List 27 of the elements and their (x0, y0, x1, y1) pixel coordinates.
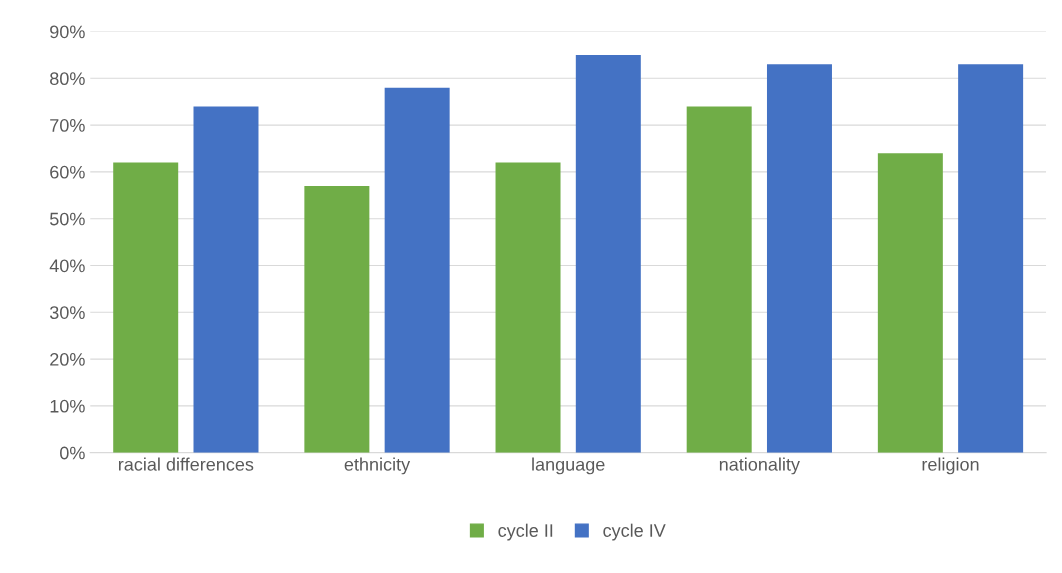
legend-label: cycle II (498, 523, 553, 541)
y-tick-label: 0% (60, 446, 85, 460)
x-tick-label: language (532, 457, 605, 475)
y-tick-label: 80% (50, 72, 85, 86)
y-tick-label: 90% (50, 25, 85, 39)
bar (113, 162, 179, 453)
bar (495, 162, 561, 453)
bar (958, 64, 1024, 453)
bar (686, 106, 752, 453)
x-tick-label: ethnicity (344, 457, 411, 475)
x-tick-label: nationality (719, 457, 800, 475)
bar (877, 153, 943, 453)
x-tick-label: racial differences (118, 457, 254, 471)
bar (575, 54, 641, 453)
x-tick-label: religion (922, 457, 979, 475)
bar (193, 106, 259, 453)
y-tick-label: 60% (50, 165, 85, 179)
y-tick-label: 10% (50, 399, 85, 413)
y-tick-label: 30% (49, 306, 85, 320)
y-tick-label: 20% (50, 353, 85, 366)
bar (384, 87, 450, 453)
y-tick-label: 50% (49, 212, 85, 226)
y-tick-label: 70% (50, 119, 85, 132)
bar (304, 185, 370, 453)
y-tick-label: 40% (49, 259, 85, 273)
legend-label: cycle IV (603, 523, 666, 541)
bar (766, 64, 832, 453)
